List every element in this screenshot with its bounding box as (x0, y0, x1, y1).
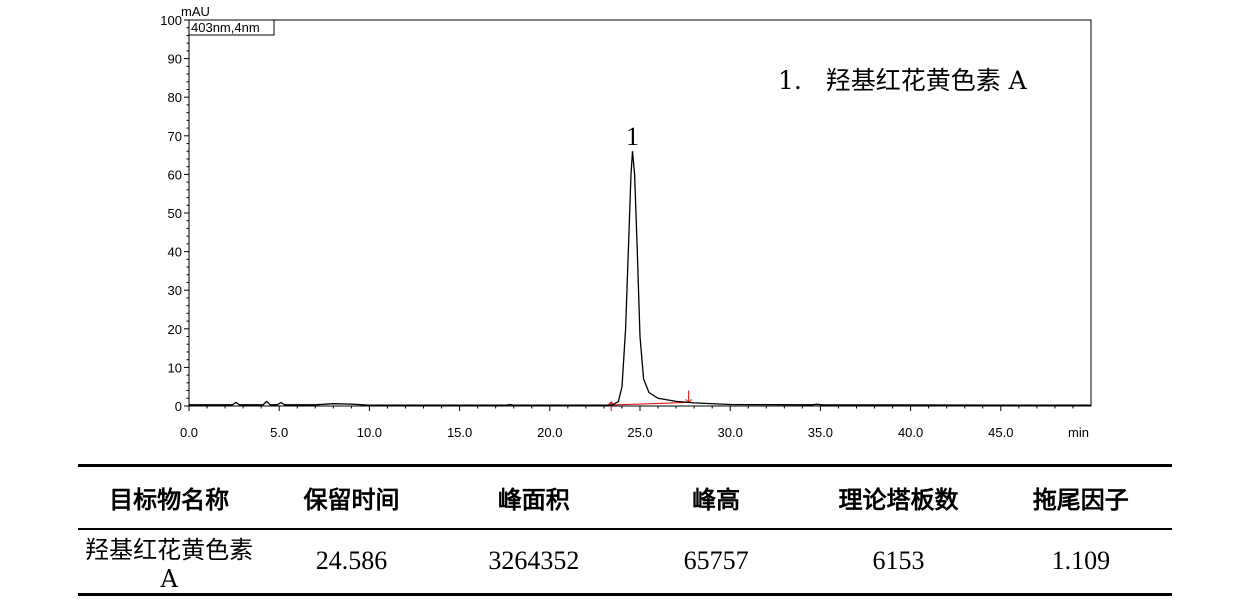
cell-retention-time: 24.586 (260, 528, 443, 596)
header-target-name: 目标物名称 (78, 464, 261, 530)
x-tick-label: 30.0 (718, 425, 743, 440)
integration-baseline (611, 401, 689, 406)
channel-label: 403nm,4nm (191, 20, 260, 35)
x-tick-label: 40.0 (898, 425, 923, 440)
y-tick-label: 90 (168, 52, 182, 67)
header-plate-count: 理论塔板数 (807, 464, 990, 530)
y-tick-label: 40 (168, 245, 182, 260)
y-tick-label: 70 (168, 129, 182, 144)
cell-tailing-factor: 1.109 (989, 528, 1172, 596)
chromatogram-chart: 0 10 20 30 40 50 60 70 80 90 100 0.0 5.0 10.0 15.0 20.… (160, 4, 1092, 440)
x-tick-label: 20.0 (537, 425, 562, 440)
x-tick-label: 35.0 (808, 425, 833, 440)
x-tick-label: 0.0 (180, 425, 198, 440)
x-tick-label: 45.0 (988, 425, 1013, 440)
chromatogram-trace (189, 151, 1092, 406)
x-tick-label: 10.0 (357, 425, 382, 440)
y-tick-label: 80 (168, 90, 182, 105)
cell-peak-height: 65757 (624, 528, 808, 596)
y-tick-label: 50 (168, 206, 182, 221)
legend-entry: 1. 羟基红花黄色素 A (778, 66, 1028, 95)
y-tick-label: 100 (160, 13, 182, 28)
peak-labels: 1 (626, 122, 639, 151)
header-retention-time: 保留时间 (260, 464, 443, 530)
header-peak-height: 峰高 (624, 464, 808, 530)
y-axis: 0 10 20 30 40 50 60 70 80 90 100 (160, 13, 189, 414)
header-tailing-factor: 拖尾因子 (989, 464, 1172, 530)
header-peak-area: 峰面积 (442, 464, 625, 530)
x-axis: 0.0 5.0 10.0 15.0 20.0 25.0 30.0 35.0 40.0 45.0 (180, 406, 1074, 440)
x-tick-label: 15.0 (447, 425, 472, 440)
y-tick-label: 0 (175, 399, 182, 414)
peak-end-mark (685, 390, 693, 404)
y-axis-unit-label: mAU (181, 4, 210, 19)
peak-label: 1 (626, 122, 639, 151)
table-header-row: 目标物名称 保留时间 峰面积 峰高 理论塔板数 拖尾因子 (78, 464, 1172, 530)
y-tick-label: 20 (168, 322, 182, 337)
y-tick-label: 30 (168, 283, 182, 298)
y-tick-label: 60 (168, 167, 182, 182)
x-tick-label: 5.0 (270, 425, 288, 440)
cell-plate-count: 6153 (807, 528, 990, 596)
results-table: 目标物名称 保留时间 峰面积 峰高 理论塔板数 拖尾因子 羟基红花黄色素 A 2… (78, 464, 1172, 596)
x-axis-unit-label: min (1068, 425, 1089, 440)
x-tick-label: 25.0 (627, 425, 652, 440)
cell-target-name: 羟基红花黄色素 A (78, 528, 261, 596)
channel-label-box (188, 19, 275, 36)
y-tick-label: 10 (168, 360, 182, 375)
table-row: 羟基红花黄色素 A 24.586 3264352 65757 6153 1.10… (78, 528, 1172, 596)
cell-peak-area: 3264352 (442, 528, 625, 596)
